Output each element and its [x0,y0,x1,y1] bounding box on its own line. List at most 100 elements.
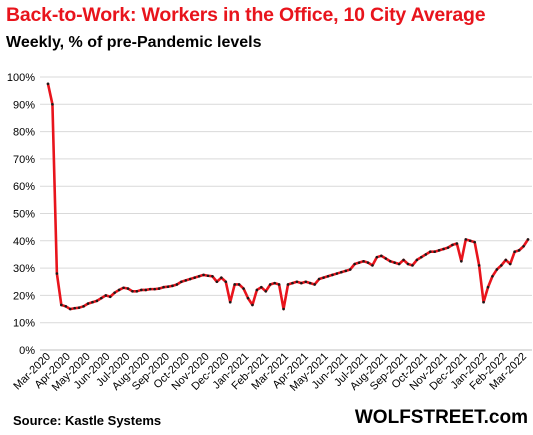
data-point [202,273,205,277]
data-point [366,261,370,264]
data-point [464,238,468,241]
data-point [131,290,134,293]
y-tick-label: 0% [19,345,35,357]
data-point [468,239,472,243]
data-point [397,262,401,266]
y-tick-label: 90% [13,99,35,111]
source-note: Source: Kastle Systems [13,413,162,428]
y-tick-label: 30% [13,263,35,275]
data-point [197,274,201,278]
y-tick-label: 80% [13,127,35,139]
data-point [104,294,108,297]
data-point [442,247,445,251]
data-point [82,305,85,308]
data-point [291,281,294,285]
data-point [455,242,459,245]
data-point [273,281,276,285]
data-point [268,283,272,286]
data-point [144,288,148,292]
data-point [277,283,281,286]
data-point [460,259,463,263]
data-point [491,274,494,278]
data-point [246,296,250,300]
y-tick-label: 40% [13,236,35,248]
data-point [300,281,303,285]
data-point [255,288,259,292]
data-point [91,300,94,304]
data-point [504,258,508,262]
data-point [313,283,316,286]
data-point [117,288,121,292]
data-point [46,82,50,86]
y-tick-label: 60% [13,181,35,193]
data-point [184,279,188,282]
data-point [348,268,352,271]
data-point [55,272,59,275]
data-point [264,290,268,293]
data-point [522,244,525,248]
data-point [473,240,476,244]
data-point [148,287,152,291]
data-point [375,255,379,259]
data-point [500,264,503,267]
data-point [415,258,419,262]
data-point [508,262,512,266]
data-point [295,280,299,284]
data-point [86,302,90,305]
data-point [322,276,325,279]
data-point [113,291,116,294]
data-point [495,268,499,271]
data-point [482,300,485,304]
data-point [193,276,196,279]
data-point [228,300,232,304]
data-point [513,250,516,254]
y-tick-label: 50% [13,209,35,221]
data-point [260,285,263,289]
data-point [402,258,405,262]
y-axis: 0% 10% 20% 30% 40% 50% 60% 70% 80% 90% 100% [7,72,35,357]
y-tick-label: 70% [13,154,35,166]
data-point [157,287,161,290]
data-point [446,246,450,249]
data-point [220,276,223,279]
data-point [357,261,361,264]
data-point [517,249,521,252]
data-point [340,270,343,274]
data-point [60,303,63,307]
data-point [126,287,130,290]
data-point [286,283,290,286]
data-point [304,280,308,284]
data-point [135,290,139,293]
data-point [68,307,72,311]
x-axis: Mar-2020Apr-2020May-2020Jun-2020Jul-2020… [11,351,529,394]
data-point [451,243,454,247]
data-point [175,283,179,286]
y-tick-label: 20% [13,290,35,302]
data-point [237,283,241,286]
data-point [353,262,356,266]
data-point [384,257,388,260]
data-point [215,280,219,284]
y-tick-label: 10% [13,318,35,330]
data-point [420,255,423,259]
y-tick-label: 100% [7,72,35,84]
data-point [411,264,414,267]
data-point [77,306,81,309]
data-point [242,287,245,290]
data-point [282,307,285,311]
data-point [393,261,396,264]
data-point [73,306,76,310]
data-point [51,103,54,106]
data-point [100,296,103,300]
chart-title: Back-to-Work: Workers in the Office, 10 … [6,4,486,26]
data-point [406,262,410,266]
data-point [335,272,339,275]
data-point [140,288,143,292]
data-point [317,277,321,281]
data-point [233,283,236,286]
data-point [428,250,432,254]
data-point [424,253,428,256]
data-point [251,303,254,307]
data-point [122,286,125,290]
